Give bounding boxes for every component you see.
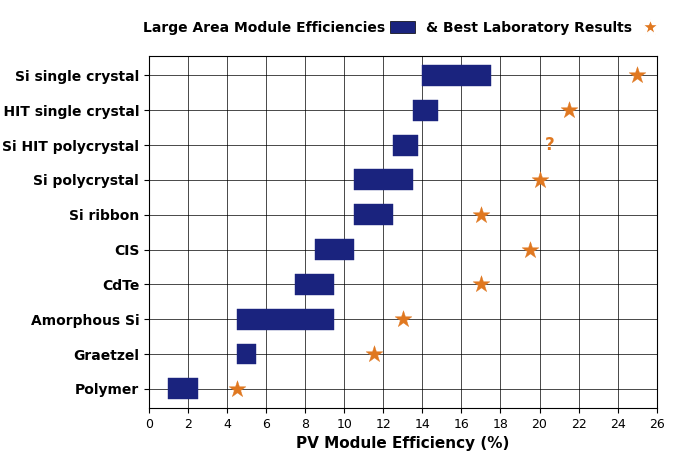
- Bar: [315, 239, 354, 260]
- Bar: [354, 169, 412, 190]
- Bar: [412, 100, 438, 121]
- Bar: [237, 344, 257, 364]
- Point: [368, 350, 379, 358]
- Bar: [422, 65, 491, 86]
- Text: ?: ?: [544, 136, 554, 154]
- Point: [534, 176, 545, 184]
- Point: [632, 72, 642, 79]
- Point: [525, 246, 536, 253]
- Legend: Large Area Module Efficiencies, & Best Laboratory Results: Large Area Module Efficiencies, & Best L…: [143, 21, 663, 35]
- Bar: [295, 274, 334, 295]
- X-axis label: PV Module Efficiency (%): PV Module Efficiency (%): [296, 436, 510, 451]
- Bar: [237, 309, 334, 330]
- Point: [475, 211, 486, 219]
- Point: [232, 385, 242, 393]
- Bar: [393, 135, 418, 156]
- Bar: [354, 204, 393, 225]
- Point: [397, 316, 408, 323]
- Point: [475, 280, 486, 288]
- Bar: [169, 378, 198, 399]
- Point: [563, 106, 574, 114]
